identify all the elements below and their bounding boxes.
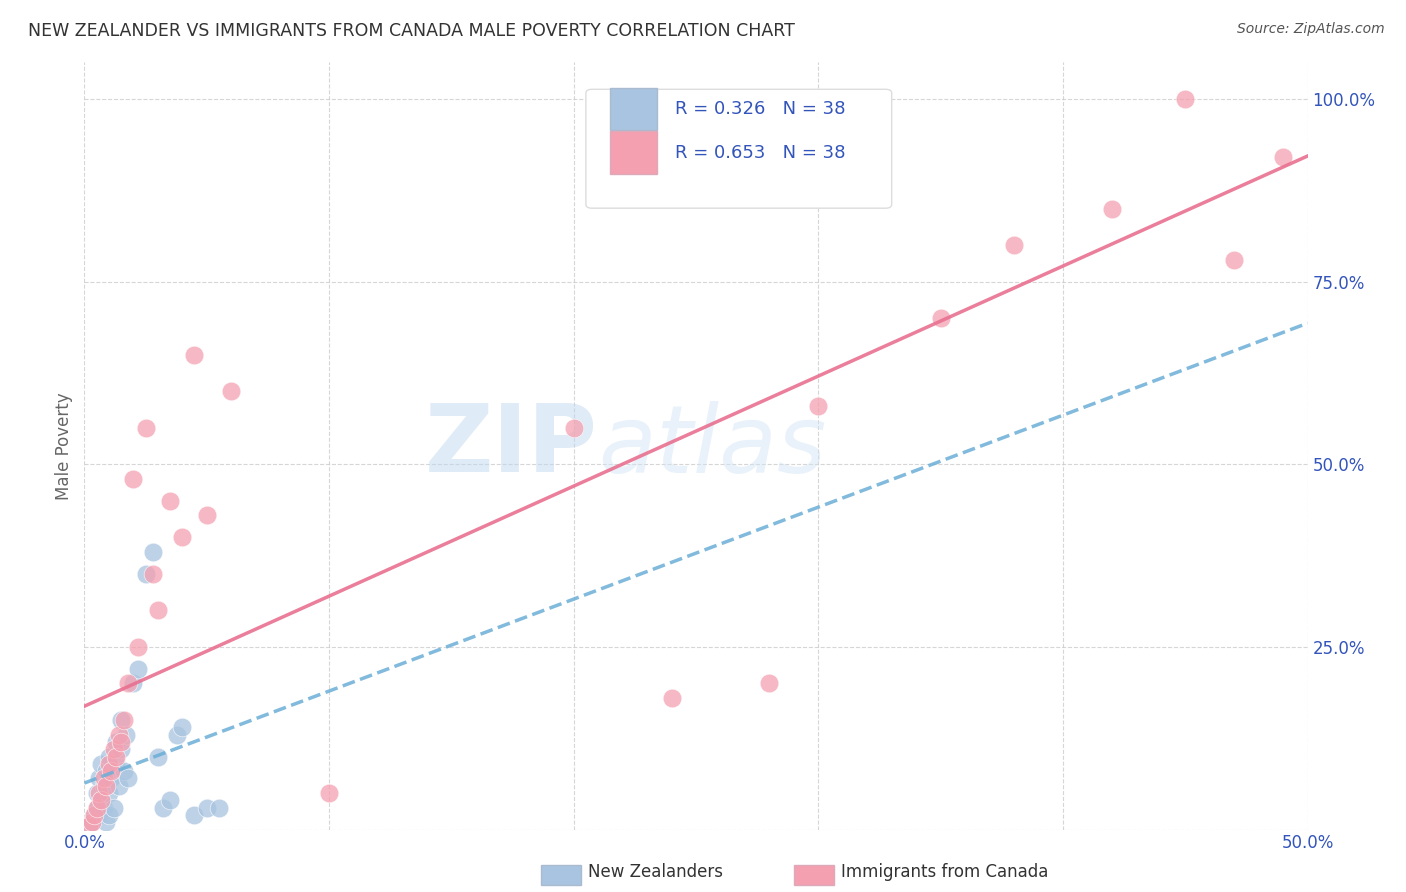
Point: [115, 728, 138, 742]
Point: [87, 772, 110, 786]
Point: [96, 779, 118, 793]
Point: [97, 756, 120, 771]
Point: [208, 800, 231, 814]
Point: [100, 772, 122, 786]
Text: New Zealanders: New Zealanders: [588, 863, 723, 881]
Point: [1101, 202, 1123, 216]
Point: [93, 779, 115, 793]
Point: [112, 713, 135, 727]
Point: [93, 800, 115, 814]
Point: [117, 676, 139, 690]
Point: [103, 800, 125, 814]
Point: [807, 399, 830, 413]
Point: [90, 793, 112, 807]
Point: [90, 793, 112, 807]
Point: [856, 186, 879, 201]
Point: [105, 749, 128, 764]
Point: [142, 566, 165, 581]
Point: [195, 508, 218, 523]
Point: [758, 676, 780, 690]
Point: [146, 603, 169, 617]
Point: [110, 713, 132, 727]
Point: [110, 742, 132, 756]
Text: NEW ZEALANDER VS IMMIGRANTS FROM CANADA MALE POVERTY CORRELATION CHART: NEW ZEALANDER VS IMMIGRANTS FROM CANADA …: [28, 22, 794, 40]
Point: [172, 720, 194, 734]
Point: [122, 472, 145, 486]
Point: [135, 566, 157, 581]
Point: [97, 808, 120, 822]
Point: [97, 786, 120, 800]
Point: [219, 384, 242, 399]
Point: [159, 493, 181, 508]
Point: [127, 662, 149, 676]
Point: [93, 772, 115, 786]
Point: [159, 793, 181, 807]
Text: atlas: atlas: [598, 401, 827, 491]
Point: [661, 691, 683, 706]
Point: [195, 800, 218, 814]
Point: [83, 808, 105, 822]
Point: [100, 764, 122, 778]
Point: [83, 808, 105, 822]
Text: R = 0.326   N = 38: R = 0.326 N = 38: [675, 100, 845, 118]
Point: [1223, 252, 1246, 267]
Point: [105, 735, 128, 749]
Point: [96, 764, 118, 778]
Y-axis label: Male Poverty: Male Poverty: [55, 392, 73, 500]
Point: [80, 815, 103, 830]
Point: [77, 819, 100, 833]
Text: R = 0.653   N = 38: R = 0.653 N = 38: [675, 144, 845, 161]
Point: [1272, 150, 1295, 164]
Point: [105, 756, 128, 771]
Point: [562, 421, 585, 435]
Point: [112, 764, 135, 778]
Point: [1174, 92, 1197, 106]
Point: [110, 735, 132, 749]
Text: Source: ZipAtlas.com: Source: ZipAtlas.com: [1237, 22, 1385, 37]
Point: [97, 749, 120, 764]
Text: Immigrants from Canada: Immigrants from Canada: [841, 863, 1047, 881]
Point: [86, 800, 108, 814]
Point: [87, 808, 110, 822]
Point: [135, 421, 157, 435]
Point: [103, 742, 125, 756]
Point: [96, 815, 118, 830]
Point: [183, 808, 205, 822]
Point: [1002, 238, 1025, 252]
FancyBboxPatch shape: [586, 89, 891, 208]
Point: [86, 800, 108, 814]
Point: [77, 819, 100, 833]
Text: ZIP: ZIP: [425, 400, 598, 492]
Point: [87, 786, 110, 800]
Point: [86, 786, 108, 800]
Point: [172, 530, 194, 544]
Point: [929, 311, 952, 326]
Point: [152, 800, 174, 814]
FancyBboxPatch shape: [610, 131, 657, 174]
Point: [107, 779, 129, 793]
FancyBboxPatch shape: [610, 87, 657, 130]
Point: [146, 749, 169, 764]
Point: [183, 348, 205, 362]
Point: [166, 728, 188, 742]
Point: [117, 772, 139, 786]
Point: [107, 728, 129, 742]
Point: [127, 640, 149, 654]
Point: [318, 786, 340, 800]
Point: [142, 545, 165, 559]
Point: [90, 756, 112, 771]
Point: [122, 676, 145, 690]
Point: [80, 815, 103, 830]
